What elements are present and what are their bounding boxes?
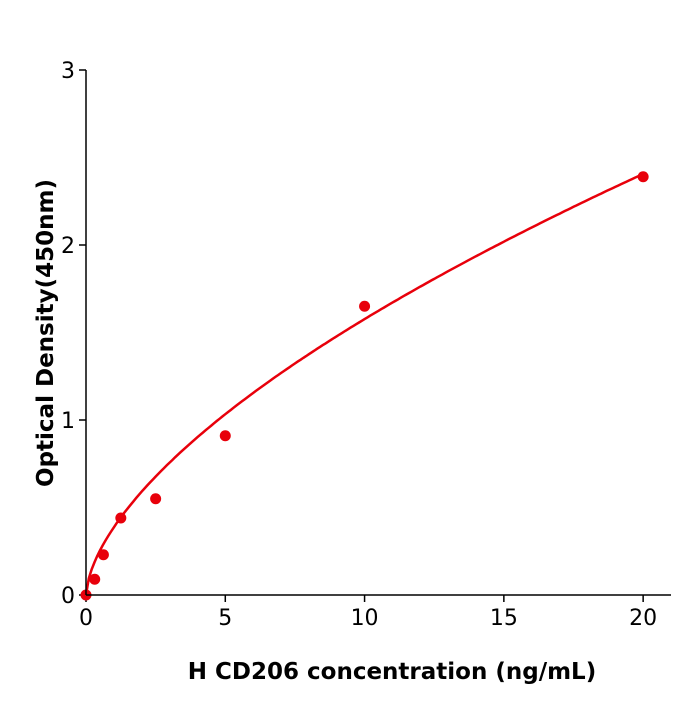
- data-point: [89, 573, 101, 585]
- x-tick-label: 15: [490, 606, 518, 631]
- data-point: [637, 171, 649, 183]
- y-tick-label: 3: [61, 59, 75, 84]
- x-axis-label: H CD206 concentration (ng/mL): [188, 659, 596, 685]
- data-point: [359, 300, 371, 312]
- fit-curve: [84, 172, 644, 596]
- y-axis-label: Optical Density(450nm): [33, 179, 59, 487]
- y-tick-label: 2: [61, 234, 75, 259]
- x-tick-label: 0: [79, 606, 93, 631]
- x-tick-label: 20: [629, 606, 657, 631]
- y-tick-label: 1: [61, 409, 75, 434]
- data-point: [150, 493, 162, 505]
- y-tick-label: 0: [61, 584, 75, 609]
- x-tick-label: 5: [218, 606, 232, 631]
- x-tick-label: 10: [351, 606, 379, 631]
- data-point: [115, 512, 127, 524]
- data-point: [219, 430, 231, 442]
- data-point: [97, 549, 109, 561]
